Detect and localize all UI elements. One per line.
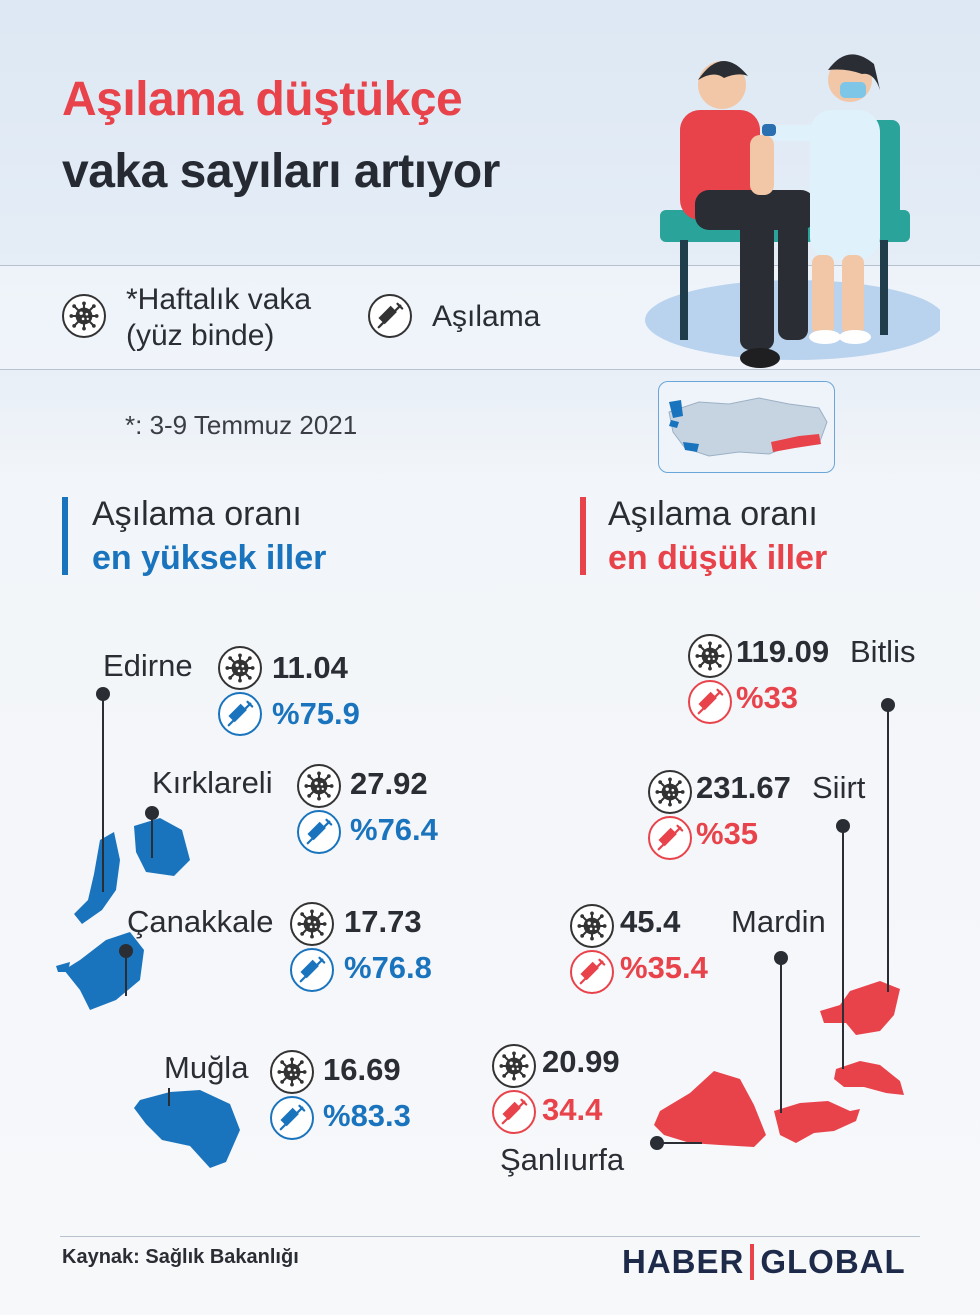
siirt-vaccination: %35	[696, 816, 759, 851]
province-name-bitlis: Bitlis	[850, 634, 916, 669]
lowest-section-title: Aşılama oranı en düşük iller	[608, 492, 827, 580]
kirklareli-cases: 27.92	[350, 766, 428, 801]
logo-right-text: GLOBAL	[760, 1243, 906, 1280]
mardin-shape	[774, 1101, 860, 1143]
mugla-leader-line	[168, 1088, 170, 1106]
mugla-vaccination: %83.3	[323, 1098, 411, 1133]
sanliurfa-vaccination: 34.4	[542, 1092, 603, 1127]
lowest-section-bar	[580, 497, 586, 575]
mugla-virus-icon	[270, 1050, 314, 1094]
canakkale-marker	[119, 944, 133, 958]
edirne-virus-icon	[218, 646, 262, 690]
edirne-marker	[96, 687, 110, 701]
bitlis-marker	[881, 698, 895, 712]
canakkale-vaccination: %76.8	[344, 950, 432, 985]
mardin-cases: 45.4	[620, 904, 681, 939]
footer-divider	[60, 1236, 920, 1237]
canakkale-cases: 17.73	[344, 904, 422, 939]
mugla-cases: 16.69	[323, 1052, 401, 1087]
mardin-marker	[774, 951, 788, 965]
mardin-leader-line	[780, 963, 782, 1113]
kirklareli-virus-icon	[297, 764, 341, 808]
mugla-shape	[134, 1090, 240, 1168]
headline-line-2: vaka sayıları artıyor	[62, 145, 500, 198]
sanliurfa-leader-line	[662, 1142, 702, 1144]
province-name-mardin: Mardin	[731, 904, 826, 939]
siirt-virus-icon	[648, 770, 692, 814]
province-name-siirt: Siirt	[812, 770, 866, 805]
sanliurfa-shape	[654, 1071, 766, 1147]
logo-left-text: HABER	[622, 1243, 745, 1280]
mugla-syringe-icon	[270, 1096, 314, 1140]
sanliurfa-marker	[650, 1136, 664, 1150]
sanliurfa-cases: 20.99	[542, 1044, 620, 1079]
edirne-shape	[74, 832, 120, 924]
province-name-edirne: Edirne	[103, 648, 193, 683]
kirklareli-leader-line	[151, 818, 153, 858]
syringe-icon	[368, 294, 412, 338]
highest-title-line-1: Aşılama oranı	[92, 495, 302, 533]
haber-global-logo: HABER GLOBAL	[622, 1243, 906, 1281]
canakkale-leader-line	[125, 956, 127, 996]
bitlis-virus-icon	[688, 634, 732, 678]
sanliurfa-syringe-icon	[492, 1090, 536, 1134]
highest-title-line-2: en yüksek iller	[92, 539, 327, 577]
bitlis-syringe-icon	[688, 680, 732, 724]
date-note: *: 3-9 Temmuz 2021	[125, 410, 358, 440]
virus-icon	[62, 294, 106, 338]
lowest-title-line-1: Aşılama oranı	[608, 495, 818, 533]
canakkale-syringe-icon	[290, 948, 334, 992]
province-name-sanliurfa: Şanlıurfa	[500, 1142, 625, 1177]
canakkale-virus-icon	[290, 902, 334, 946]
canakkale-shape	[64, 932, 144, 1010]
legend-case-label: *Haftalık vaka (yüz binde)	[126, 282, 311, 354]
province-name-mugla: Muğla	[164, 1050, 249, 1085]
highest-section-title: Aşılama oranı en yüksek iller	[92, 492, 326, 580]
edirne-syringe-icon	[218, 692, 262, 736]
edirne-vaccination: %75.9	[272, 696, 360, 731]
kirklareli-syringe-icon	[297, 810, 341, 854]
west-provinces-map	[56, 818, 240, 1168]
siirt-shape	[834, 1061, 904, 1095]
bitlis-shape	[820, 981, 900, 1035]
legend-case-label-line-1: *Haftalık vaka	[126, 283, 312, 316]
siirt-syringe-icon	[648, 816, 692, 860]
edirne-leader-line	[102, 700, 104, 892]
mardin-vaccination: %35.4	[620, 950, 708, 985]
province-name-canakkale: Çanakkale	[127, 904, 274, 939]
vaccination-illustration	[645, 54, 940, 368]
highest-section-bar	[62, 497, 68, 575]
siirt-cases: 231.67	[696, 770, 791, 805]
province-name-kirklareli: Kırklareli	[152, 765, 273, 800]
bitlis-leader-line	[887, 710, 889, 992]
mardin-virus-icon	[570, 904, 614, 948]
kirklareli-shape	[134, 818, 190, 876]
legend-vaccine-label: Aşılama	[432, 300, 541, 333]
siirt-leader-line	[842, 831, 844, 1069]
source-credit: Kaynak: Sağlık Bakanlığı	[62, 1246, 299, 1268]
kirklareli-vaccination: %76.4	[350, 812, 438, 847]
turkey-locator-map	[658, 381, 835, 473]
sanliurfa-virus-icon	[492, 1044, 536, 1088]
kirklareli-marker	[145, 806, 159, 820]
mardin-syringe-icon	[570, 950, 614, 994]
legend-case-label-line-2: (yüz binde)	[126, 319, 275, 352]
siirt-marker	[836, 819, 850, 833]
edirne-cases: 11.04	[272, 650, 348, 685]
bitlis-vaccination: %33	[736, 680, 799, 715]
lowest-title-line-2: en düşük iller	[608, 539, 828, 577]
bitlis-cases: 119.09	[736, 634, 830, 669]
headline-line-1: Aşılama düştükçe	[62, 73, 463, 126]
southeast-provinces-map	[654, 981, 904, 1147]
logo-separator	[750, 1244, 755, 1280]
